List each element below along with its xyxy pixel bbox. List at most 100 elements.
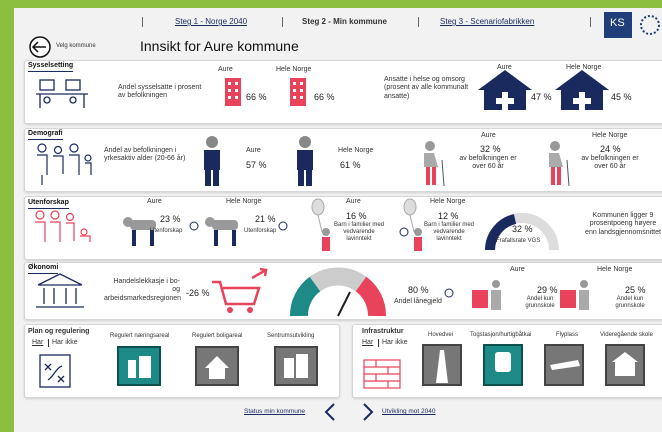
region-name: Aure — [346, 198, 361, 205]
cart-icon — [212, 267, 268, 313]
section-label: Infrastruktur — [362, 328, 404, 335]
separator — [282, 17, 283, 27]
metric-value: 24 % — [600, 144, 621, 154]
tile-label: Regulert boligareal — [192, 333, 243, 339]
metric-text: Handelslekkasje i bo- og arbeidsmarkedsr… — [104, 278, 182, 302]
logo-text: KS — [610, 17, 625, 29]
metric-text: Utenforskap — [150, 228, 183, 234]
region-name: Aure — [246, 147, 261, 154]
metric-value: 23 % — [160, 214, 181, 224]
metric-text: Andel lånegjeld — [394, 298, 442, 305]
tiles — [117, 344, 645, 386]
school-icon — [472, 280, 589, 310]
tile-glyphs — [128, 350, 638, 383]
metric-text: av befolkningen er over 60 år — [459, 155, 517, 171]
info-icon[interactable] — [189, 221, 454, 298]
section-box — [24, 60, 662, 124]
region-name: Hele Norge — [276, 66, 312, 73]
metric-value: 80 % — [408, 285, 429, 295]
metric-text: av befolkningen er over 60 år — [581, 155, 639, 171]
building-windows — [228, 82, 303, 99]
metric-value: 12 % — [438, 211, 459, 221]
prev-button[interactable] — [324, 403, 335, 421]
section-label: Demografi — [28, 130, 63, 141]
metric-value: 32 % — [480, 144, 501, 154]
dropout-gauge-fill — [485, 214, 517, 251]
metric-value: 61 % — [340, 160, 361, 170]
metric-text: Andel kun grunnskole — [615, 296, 645, 310]
metric-text: Frafallsrate VGS — [496, 238, 541, 244]
logo-ring — [640, 15, 660, 35]
metric-text: Ansatte i helse og omsorg (prosent av al… — [384, 76, 469, 100]
office-icon — [36, 79, 88, 108]
metric-text: Andel kun grunnskole — [525, 296, 555, 310]
dropout-note: Kommunen ligger 9 prosentpoeng høyere en… — [585, 212, 661, 236]
wall-icon — [363, 359, 401, 389]
toggle-option[interactable]: Har — [32, 339, 44, 346]
page-title: Innsikt for Aure kommune — [140, 38, 299, 54]
worker-icon — [204, 136, 313, 186]
tile-label: Videregående skole — [600, 332, 653, 338]
plan-icon — [39, 354, 71, 388]
region-name: Hele Norge — [592, 132, 628, 139]
nav-link[interactable]: Steg 3 - Scenariofabrikken — [440, 17, 535, 26]
elderly-icon — [424, 141, 570, 187]
section-label: Plan og regulering — [28, 328, 90, 335]
footer-link[interactable]: Utvikling mot 2040 — [382, 408, 436, 415]
tile-label: Togstasjon/hurtigbåtkai — [470, 332, 532, 338]
region-name: Hele Norge — [338, 147, 374, 154]
section-label: Sysselsetting — [28, 62, 74, 73]
metric-value: 29 % — [537, 285, 558, 295]
footer-link[interactable]: Status min kommune — [244, 408, 306, 415]
back-arrow — [31, 41, 46, 53]
toggle-option[interactable]: Har — [362, 339, 374, 346]
tile-label: Regulert næringsareal — [110, 333, 170, 339]
metric-value: 57 % — [246, 160, 267, 170]
nav-link[interactable]: Steg 1 - Norge 2040 — [175, 17, 248, 26]
next-button[interactable] — [363, 403, 374, 421]
separator — [142, 17, 143, 27]
metric-text: Andel av befolkningen i yrkesaktiv alder… — [104, 147, 186, 163]
metric-text: Barn i familier med vedvarende lavinntek… — [423, 222, 474, 243]
metric-value: 66 % — [246, 92, 267, 102]
section-label: Utenforskap — [28, 199, 69, 210]
region-name: Aure — [497, 64, 512, 71]
nav-current: Steg 2 - Min kommune — [302, 17, 387, 26]
tile-label: Flyplass — [556, 332, 579, 338]
metric-value: 32 % — [512, 224, 533, 234]
toggle-option[interactable]: Har ikke — [378, 339, 408, 348]
separator — [418, 17, 419, 27]
toggle-option[interactable]: Har ikke — [48, 339, 78, 348]
region-name: Hele Norge — [597, 266, 633, 273]
region-name: Hele Norge — [226, 198, 262, 205]
crawling-icon — [123, 217, 238, 246]
group-icon — [35, 210, 91, 242]
debt-needle — [337, 291, 351, 317]
metric-value: 21 % — [255, 214, 276, 224]
separator — [590, 17, 591, 27]
section-label: Økonomi — [28, 264, 59, 275]
house-icon — [478, 70, 609, 110]
metric-value: 47 % — [531, 92, 552, 102]
metric-value: 16 % — [346, 211, 367, 221]
region-name: Aure — [218, 66, 233, 73]
region-name: Aure — [510, 266, 525, 273]
metric-value: 66 % — [314, 92, 335, 102]
family-icon — [37, 143, 92, 185]
region-name: Aure — [147, 198, 162, 205]
region-name: Aure — [481, 132, 496, 139]
region-name: Hele Norge — [566, 64, 602, 71]
metric-value: 45 % — [611, 92, 632, 102]
balloon-icon — [311, 198, 422, 251]
metric-text: Utenforskap — [244, 228, 277, 234]
metric-value: 25 % — [625, 285, 646, 295]
metric-text: Barn i familier med vedvarende lavinntek… — [333, 222, 384, 243]
logo-box — [604, 12, 632, 38]
region-name: Hele Norge — [430, 198, 466, 205]
tile-label: Hovedvei — [428, 332, 454, 338]
back-label[interactable]: Velg kommune — [56, 43, 96, 49]
tile-label: Sentrumsutvikling — [267, 333, 315, 339]
metric-value: -26 % — [186, 288, 210, 298]
